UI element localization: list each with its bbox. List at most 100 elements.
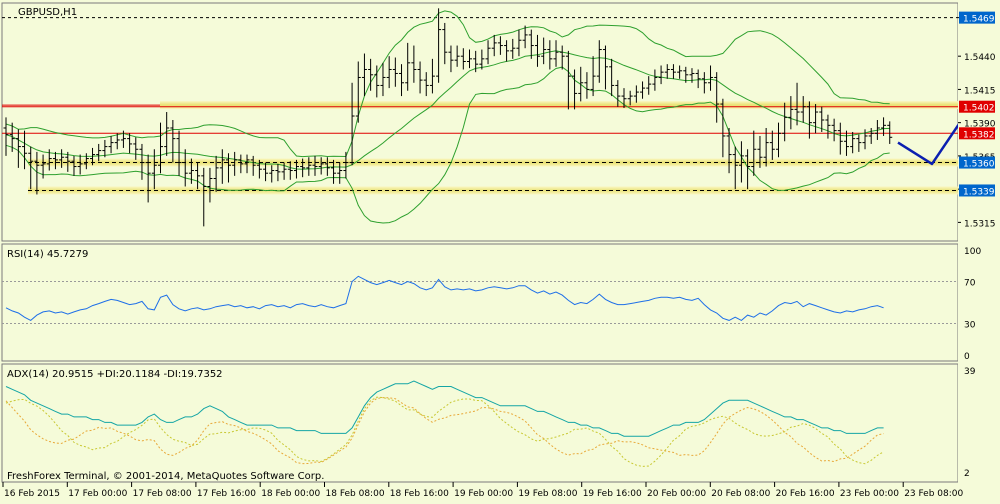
- price-bar: [806, 101, 812, 139]
- price-bar: [609, 58, 615, 97]
- price-bar: [837, 122, 843, 155]
- price-bar: [578, 66, 584, 102]
- price-bar: [640, 81, 646, 99]
- price-bar: [794, 82, 800, 126]
- price-bar: [881, 117, 887, 136]
- rsi-panel: 100 70 30 0: [2, 247, 981, 362]
- price-bar: [65, 151, 71, 172]
- price-tick-label: 1.5415: [964, 86, 996, 96]
- adx-tick-label: 39: [964, 367, 976, 377]
- price-bar: [15, 129, 21, 168]
- rsi-tick-label: 30: [964, 321, 976, 331]
- copyright-text: FreshForex Terminal, © 2001-2014, MetaQu…: [7, 471, 324, 482]
- price-bar: [312, 155, 318, 176]
- price-bar: [337, 162, 343, 184]
- price-axis: 1.54691.54401.54151.53901.53651.53401.53…: [958, 0, 1000, 500]
- price-bar: [355, 61, 361, 123]
- price-level-box: [959, 156, 995, 169]
- price-bar: [331, 159, 337, 184]
- price-bar: [96, 143, 102, 162]
- price-bar: [417, 61, 423, 94]
- price-bar: [423, 72, 429, 97]
- price-bar: [9, 122, 15, 152]
- price-level-label: 1.5402: [963, 104, 995, 114]
- price-bar: [602, 45, 608, 90]
- price-bar: [164, 112, 170, 156]
- time-tick-label: 19 Feb 16:00: [583, 489, 642, 499]
- price-bar: [59, 149, 65, 168]
- price-bar: [22, 130, 28, 170]
- price-bar: [34, 151, 40, 195]
- price-bar: [232, 151, 238, 176]
- price-bar: [151, 149, 157, 190]
- price-bar: [664, 64, 670, 79]
- price-bar: [306, 157, 312, 176]
- price-bar: [813, 104, 819, 134]
- price-bar: [776, 122, 781, 158]
- price-bar: [825, 114, 831, 139]
- price-bar: [843, 130, 849, 156]
- price-bar: [213, 155, 219, 192]
- price-bar: [633, 85, 639, 103]
- price-bar: [491, 34, 497, 57]
- price-bar: [720, 98, 726, 158]
- price-bar: [782, 102, 788, 142]
- price-bar: [670, 64, 676, 79]
- rsi-line: [5, 275, 884, 321]
- price-bar: [497, 36, 503, 55]
- price-bar: [238, 154, 244, 174]
- price-bar: [120, 130, 126, 148]
- price-bar: [429, 58, 435, 94]
- price-bar: [454, 45, 460, 67]
- price-bar: [565, 50, 571, 110]
- price-bar: [479, 49, 485, 70]
- time-tick-label: 17 Feb 00:00: [68, 489, 127, 499]
- price-bar: [819, 106, 825, 132]
- price-bar: [318, 157, 324, 175]
- price-bar: [256, 159, 262, 179]
- price-bar: [528, 29, 534, 59]
- adx-tick-label: 2: [964, 469, 970, 479]
- time-tick-label: 20 Feb 08:00: [711, 489, 770, 499]
- price-bar: [436, 8, 442, 83]
- time-tick-label: 19 Feb 00:00: [454, 489, 513, 499]
- price-level-box: [959, 184, 995, 197]
- price-bar: [522, 25, 528, 49]
- price-bar: [658, 65, 664, 85]
- price-bar: [442, 22, 448, 65]
- price-bar: [133, 137, 139, 160]
- price-bar: [572, 69, 578, 110]
- price-bar: [170, 120, 176, 163]
- price-bar: [763, 127, 769, 167]
- time-tick-label: 18 Feb 00:00: [261, 489, 320, 499]
- price-bar: [708, 65, 714, 91]
- price-bar: [627, 90, 633, 106]
- price-bar: [368, 58, 374, 91]
- price-bar: [28, 146, 34, 190]
- price-bar: [590, 56, 596, 97]
- time-tick-label: 16 Feb 2015: [4, 489, 60, 499]
- price-bar: [769, 130, 775, 160]
- bollinger-bands: [5, 10, 890, 224]
- price-bar: [139, 143, 145, 180]
- price-bar: [46, 149, 52, 171]
- price-bar: [108, 135, 114, 154]
- time-tick-label: 18 Feb 16:00: [390, 489, 449, 499]
- price-bar: [411, 45, 417, 83]
- rsi-tick-label: 0: [964, 352, 970, 362]
- price-bar: [504, 40, 510, 62]
- time-tick-label: 23 Feb 00:00: [840, 489, 899, 499]
- price-bar: [850, 131, 856, 154]
- price-level-box: [959, 127, 995, 140]
- price-bar: [145, 154, 151, 203]
- price-bar: [102, 139, 108, 158]
- price-bar: [324, 157, 330, 176]
- price-bar: [714, 72, 720, 123]
- bollinger-lower: [5, 66, 890, 224]
- bollinger-middle: [5, 50, 890, 170]
- price-bar: [862, 129, 868, 150]
- price-bar: [887, 121, 893, 144]
- price-bar: [683, 66, 689, 83]
